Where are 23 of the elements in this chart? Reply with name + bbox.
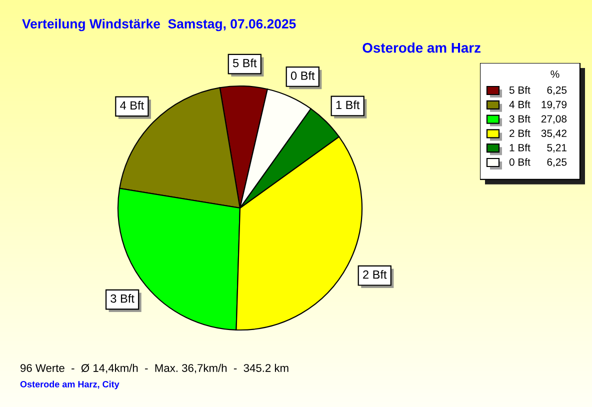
legend-label: 1 Bft bbox=[510, 144, 530, 152]
data-label: 27,08 bbox=[541, 115, 567, 124]
data-label: 5,21 bbox=[547, 144, 566, 153]
data-label: 19,79 bbox=[542, 100, 567, 110]
slice-label: 5 Bft bbox=[232, 58, 257, 68]
text: 96 Werte - Ø 14,4km/h - Max. 36,7km/h - 345.2 km bbox=[20, 364, 288, 374]
legend-title: % bbox=[550, 70, 560, 78]
chart-subtitle: Osterode am Harz bbox=[362, 42, 481, 53]
legend-label: 2 Bft bbox=[510, 129, 530, 137]
slice-label: 0 Bft bbox=[290, 71, 315, 80]
legend-label: 3 Bft bbox=[509, 114, 530, 123]
text: Osterode am Harz, City bbox=[20, 380, 120, 390]
slice-label: 3 Bft bbox=[110, 294, 134, 303]
data-label: 6,25 bbox=[547, 86, 567, 96]
slice-label: 1 Bft bbox=[336, 100, 360, 110]
legend-label: 5 Bft bbox=[509, 86, 530, 94]
slice-label: 2 Bft bbox=[363, 270, 387, 279]
data-label: 6,25 bbox=[547, 158, 567, 168]
legend-label: 4 Bft bbox=[509, 100, 530, 108]
chart-title: Verteilung Windstärke Samstag, 07.06.2025 bbox=[22, 18, 296, 32]
legend-label: 0 Bft bbox=[509, 158, 530, 166]
data-label: 35,42 bbox=[541, 130, 566, 138]
slice-label: 4 Bft bbox=[120, 100, 144, 110]
